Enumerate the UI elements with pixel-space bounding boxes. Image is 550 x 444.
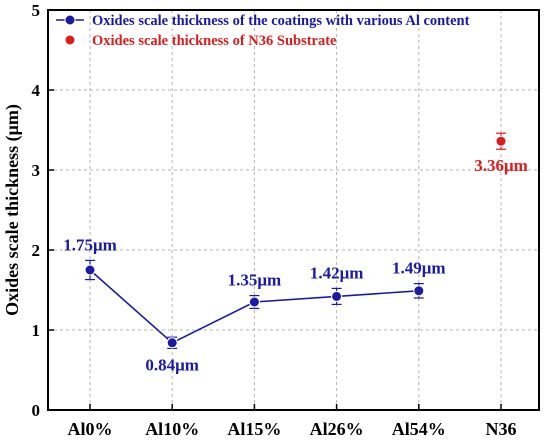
y-tick-label: 1 [32,321,41,340]
gridlines [48,10,539,410]
y-tick-label: 5 [32,1,41,20]
data-label: 1.49μm [392,259,446,278]
data-point [413,285,425,297]
legend-label: Oxides scale thickness of the coatings w… [92,13,470,29]
data-point [331,290,343,302]
data-point [495,135,507,147]
data-label: 0.84μm [145,355,199,374]
data-label: 1.75μm [63,235,117,254]
x-tick-label: Al26% [310,419,364,439]
series-layer: 1.75μm 0.84μm 1.35μm 1.42μm 1.49μm 3.36μm [63,132,528,374]
data-label: 1.42μm [310,263,364,282]
data-label: 1.35μm [228,271,282,290]
y-tick-label: 2 [32,241,41,260]
y-axis-label: Oxides scale thickness (μm) [2,104,23,316]
x-tick-label: Al10% [145,419,199,439]
data-point [84,264,96,276]
legend-label: Oxides scale thickness of N36 Substrate [92,33,337,49]
y-tick-label: 3 [32,161,41,180]
y-axis: 0 1 2 3 4 5 [32,1,54,420]
legend-marker [64,14,76,26]
x-tick-label: Al15% [227,419,281,439]
data-label: 3.36μm [474,156,528,175]
data-point [166,337,178,349]
y-tick-label: 4 [32,81,41,100]
data-point [248,296,260,308]
x-tick-label: Al0% [68,419,113,439]
x-axis: Al0% Al10% Al15% Al26% Al54% N36 [68,404,517,439]
plot-frame [47,9,540,411]
x-tick-label: Al54% [392,419,446,439]
legend: Oxides scale thickness of the coatings w… [56,13,470,49]
y-tick-label: 0 [32,401,41,420]
x-tick-label: N36 [486,419,517,439]
legend-marker [64,34,76,46]
